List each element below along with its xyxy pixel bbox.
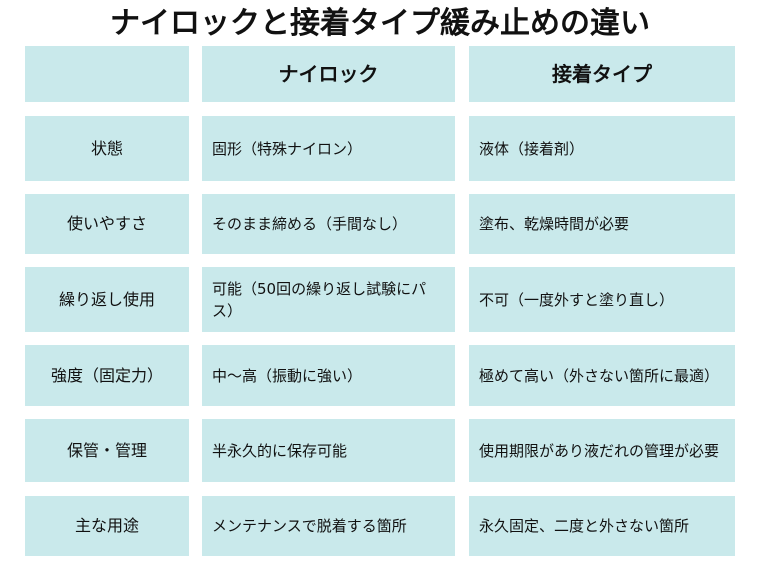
row-label: 保管・管理 — [25, 419, 189, 482]
nylock-cell: 半永久的に保存可能 — [202, 419, 455, 482]
adhesive-cell: 不可（一度外すと塗り直し） — [469, 267, 735, 332]
header-cell-nylock: ナイロック — [202, 46, 455, 102]
adhesive-cell: 永久固定、二度と外さない箇所 — [469, 496, 735, 556]
adhesive-cell: 使用期限があり液だれの管理が必要 — [469, 419, 735, 482]
nylock-cell: 固形（特殊ナイロン） — [202, 116, 455, 181]
adhesive-cell: 塗布、乾燥時間が必要 — [469, 194, 735, 254]
row-label: 状態 — [25, 116, 189, 181]
row-label: 繰り返し使用 — [25, 267, 189, 332]
nylock-cell: メンテナンスで脱着する箇所 — [202, 496, 455, 556]
row-label: 強度（固定力） — [25, 345, 189, 406]
adhesive-cell: 液体（接着剤） — [469, 116, 735, 181]
row-label: 使いやすさ — [25, 194, 189, 254]
nylock-cell: そのまま締める（手間なし） — [202, 194, 455, 254]
header-cell-adhesive: 接着タイプ — [469, 46, 735, 102]
nylock-cell: 中〜高（振動に強い） — [202, 345, 455, 406]
nylock-cell: 可能（50回の繰り返し試験にパス） — [202, 267, 455, 332]
page-title: ナイロックと接着タイプ緩み止めの違い — [110, 6, 650, 41]
adhesive-cell: 極めて高い（外さない箇所に最適） — [469, 345, 735, 406]
header-cell-empty — [25, 46, 189, 102]
row-label: 主な用途 — [25, 496, 189, 556]
